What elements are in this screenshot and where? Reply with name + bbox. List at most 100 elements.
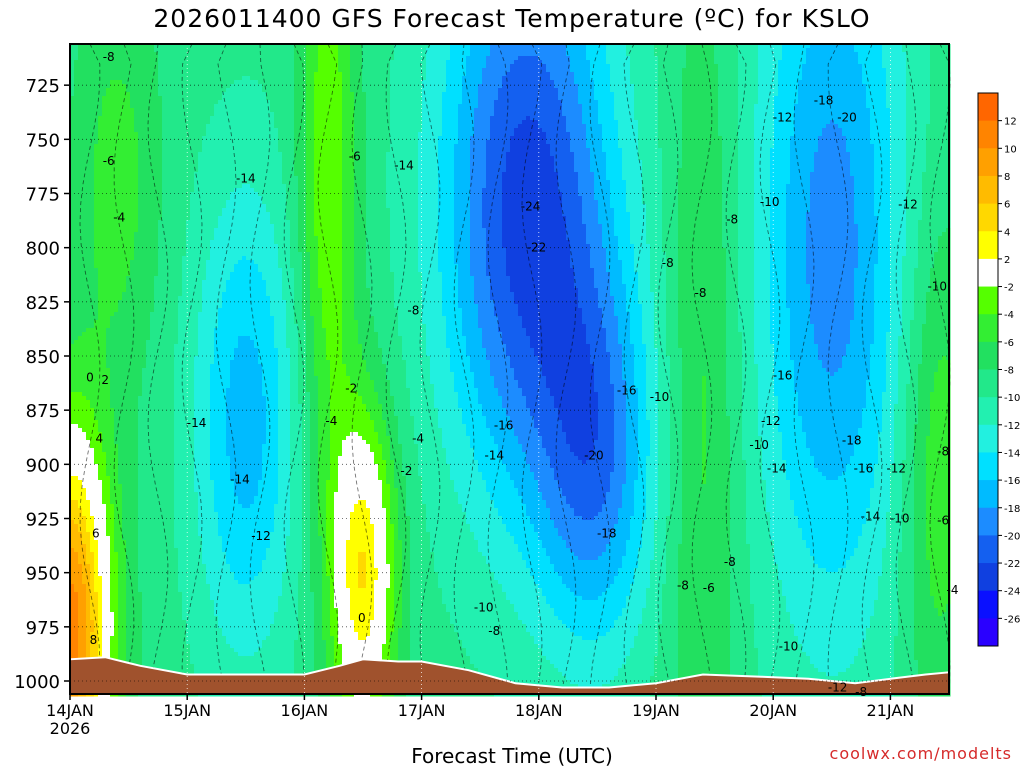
contour-label: -14 xyxy=(861,509,881,523)
colorbar-swatch xyxy=(978,618,998,646)
colorbar-label: 4 xyxy=(1004,227,1010,238)
colorbar-swatch xyxy=(978,480,998,508)
x-tick-label: 15JAN xyxy=(163,701,211,720)
contour-label: -14 xyxy=(394,158,414,172)
x-tick-label: 17JAN xyxy=(398,701,446,720)
temperature-field xyxy=(70,44,951,697)
colorbar-label: -14 xyxy=(1004,448,1020,459)
colorbar-swatch xyxy=(978,508,998,536)
contour-label: -10 xyxy=(760,195,780,209)
x-tick-label: 14JAN xyxy=(46,701,94,720)
colorbar-label: 10 xyxy=(1004,144,1017,155)
contour-label: -20 xyxy=(584,449,604,463)
contour-label: -10 xyxy=(927,280,947,294)
contour-label: 6 xyxy=(92,527,100,541)
y-tick-label: 875 xyxy=(26,401,60,422)
contour-label: -12 xyxy=(828,681,848,695)
y-tick-label: 825 xyxy=(26,293,60,314)
contour-label: -18 xyxy=(814,93,834,107)
contour-label: -2 xyxy=(400,464,412,478)
contour-label: -12 xyxy=(886,462,906,476)
colorbar: 12108642-2-4-6-8-10-12-14-16-18-20-22-24… xyxy=(978,93,1020,647)
contour-label: -14 xyxy=(187,416,207,430)
x-tick-label: 18JAN xyxy=(515,701,563,720)
contour-label: -8 xyxy=(724,555,736,569)
colorbar-swatch xyxy=(978,231,998,259)
colorbar-label: -8 xyxy=(1004,366,1014,377)
contour-label: -8 xyxy=(407,304,419,318)
colorbar-label: -10 xyxy=(1004,393,1020,404)
colorbar-label: 6 xyxy=(1004,200,1010,211)
colorbar-swatch xyxy=(978,148,998,176)
colorbar-swatch xyxy=(978,121,998,149)
colorbar-swatch xyxy=(978,287,998,315)
contour-label: -16 xyxy=(494,418,514,432)
contour-label: -4 xyxy=(412,431,424,445)
contour-label: -12 xyxy=(761,414,781,428)
colorbar-swatch xyxy=(978,204,998,232)
colorbar-swatch xyxy=(978,259,998,287)
contour-label: -12 xyxy=(251,529,271,543)
colorbar-swatch xyxy=(978,93,998,121)
y-tick-label: 975 xyxy=(26,618,60,639)
contour-label: -8 xyxy=(103,50,115,64)
contour-label: -8 xyxy=(726,213,738,227)
colorbar-swatch xyxy=(978,314,998,342)
contour-label: 0 xyxy=(86,371,94,385)
colorbar-label: -26 xyxy=(1004,614,1020,625)
contour-label: -10 xyxy=(890,512,910,526)
contour-label: -2 xyxy=(345,382,357,396)
contour-label: -22 xyxy=(527,241,547,255)
y-tick-label: 925 xyxy=(26,510,60,531)
contour-label: -14 xyxy=(767,462,787,476)
contour-label: -10 xyxy=(474,600,494,614)
contour-label: 8 xyxy=(90,633,98,647)
colorbar-label: -24 xyxy=(1004,587,1020,598)
colorbar-label: -22 xyxy=(1004,559,1020,570)
colorbar-label: -2 xyxy=(1004,283,1014,294)
contour-label: -4 xyxy=(325,414,337,428)
colorbar-swatch xyxy=(978,370,998,398)
y-tick-label: 800 xyxy=(26,239,60,260)
x-tick-label: 21JAN xyxy=(867,701,915,720)
colorbar-label: 2 xyxy=(1004,255,1010,266)
contour-label: -8 xyxy=(937,444,949,458)
y-tick-label: 850 xyxy=(26,347,60,368)
contour-label: 2 xyxy=(101,373,109,387)
colorbar-label: -12 xyxy=(1004,421,1020,432)
y-tick-label: 725 xyxy=(26,76,60,97)
credit-text: coolwx.com/modelts xyxy=(830,744,1012,763)
colorbar-swatch xyxy=(978,425,998,453)
contour-label: -14 xyxy=(236,171,256,185)
y-tick-label: 750 xyxy=(26,130,60,151)
colorbar-label: -18 xyxy=(1004,504,1020,515)
contour-label: -8 xyxy=(677,579,689,593)
contour-label: -10 xyxy=(779,639,799,653)
contour-label: -6 xyxy=(937,514,949,528)
colorbar-label: 8 xyxy=(1004,172,1010,183)
contour-label: 4 xyxy=(95,431,103,445)
colorbar-swatch xyxy=(978,176,998,204)
contour-label: -8 xyxy=(695,286,707,300)
colorbar-swatch xyxy=(978,342,998,370)
contour-label: -4 xyxy=(113,210,125,224)
contour-label: -12 xyxy=(773,111,793,125)
contour-label: -20 xyxy=(837,111,857,125)
contour-label: -6 xyxy=(349,150,361,164)
colorbar-swatch xyxy=(978,591,998,619)
colorbar-swatch xyxy=(978,563,998,591)
contour-label: -8 xyxy=(488,624,500,638)
y-tick-label: 900 xyxy=(26,455,60,476)
colorbar-label: 12 xyxy=(1004,117,1017,128)
colorbar-swatch xyxy=(978,452,998,480)
x-tick-label: 19JAN xyxy=(632,701,680,720)
colorbar-label: -6 xyxy=(1004,338,1014,349)
contour-label: -6 xyxy=(703,581,715,595)
contour-label: 0 xyxy=(358,611,366,625)
x-tick-label: 16JAN xyxy=(281,701,329,720)
contour-label: -12 xyxy=(898,197,918,211)
contour-label: -24 xyxy=(521,200,541,214)
contour-label: -18 xyxy=(597,527,617,541)
contour-label: -6 xyxy=(103,154,115,168)
x-tick-year: 2026 xyxy=(50,719,91,738)
